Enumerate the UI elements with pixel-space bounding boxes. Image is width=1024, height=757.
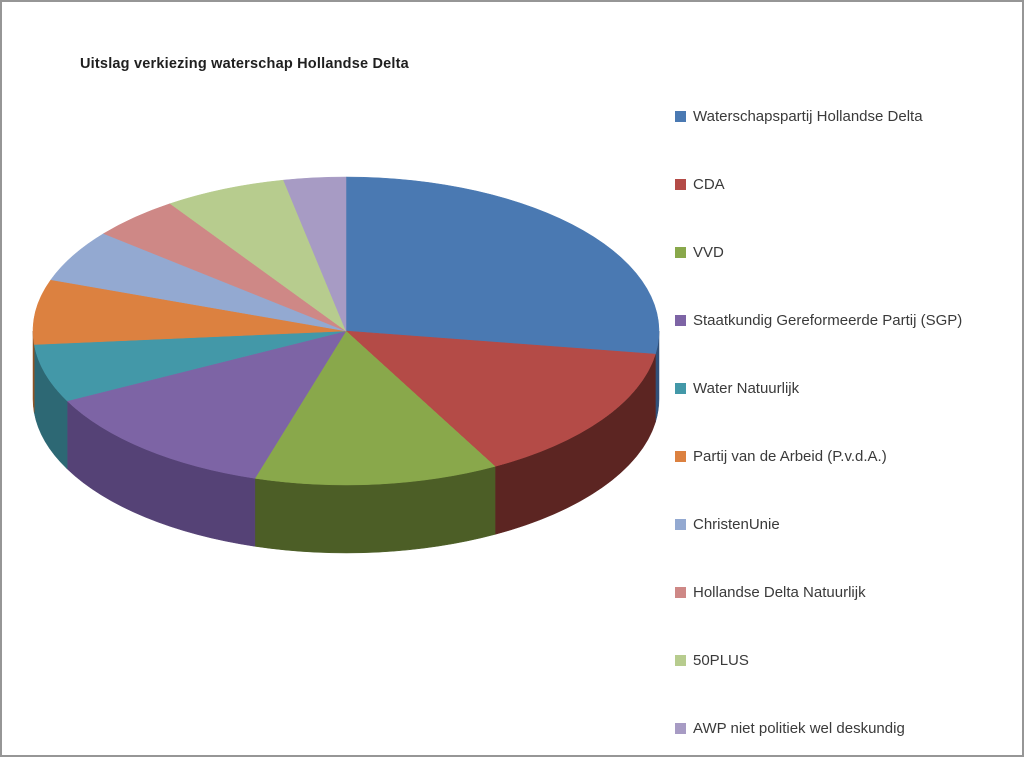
legend-item-awp-niet-politiek-wel-deskundig: AWP niet politiek wel deskundig: [675, 717, 962, 739]
chart-title: Uitslag verkiezing waterschap Hollandse …: [80, 56, 409, 72]
legend-label: VVD: [693, 243, 724, 261]
legend-item-50plus: 50PLUS: [675, 649, 962, 671]
legend-item-partij-van-de-arbeid-p-v-d-a: Partij van de Arbeid (P.v.d.A.): [675, 445, 962, 467]
legend-label: Water Natuurlijk: [693, 379, 800, 397]
legend-swatch: [675, 586, 686, 598]
legend-swatch: [675, 110, 686, 122]
pie-slice-50plus: [169, 179, 347, 332]
pie-slice-awp-niet-politiek-wel-deskundig: [283, 176, 347, 332]
legend-label: AWP niet politiek wel deskundig: [693, 719, 905, 737]
legend-item-cda: CDA: [675, 173, 962, 195]
legend-item-water-natuurlijk: Water Natuurlijk: [675, 377, 962, 399]
pie-slice-waterschapspartij-hollandse-delta: [345, 176, 660, 355]
legend-label: Waterschapspartij Hollandse Delta: [693, 107, 923, 125]
legend-swatch: [675, 314, 686, 326]
legend-item-waterschapspartij-hollandse-delta: Waterschapspartij Hollandse Delta: [675, 105, 962, 127]
legend-swatch: [675, 654, 686, 666]
legend-swatch: [675, 382, 686, 394]
legend-item-christenunie: ChristenUnie: [675, 513, 962, 535]
pie-slice-water-natuurlijk: [33, 330, 347, 402]
legend-swatch: [675, 246, 686, 258]
legend-item-hollandse-delta-natuurlijk: Hollandse Delta Natuurlijk: [675, 581, 962, 603]
legend-swatch: [675, 178, 686, 190]
legend-item-staatkundig-gereformeerde-partij-sgp: Staatkundig Gereformeerde Partij (SGP): [675, 309, 962, 331]
legend-label: 50PLUS: [693, 651, 749, 669]
pie-slice-partij-van-de-arbeid-p-v-d-a: [32, 279, 347, 345]
legend-swatch: [675, 722, 686, 734]
legend-label: ChristenUnie: [693, 515, 780, 533]
legend-label: Staatkundig Gereformeerde Partij (SGP): [693, 311, 963, 329]
pie-slice-staatkundig-gereformeerde-partij-sgp: [66, 330, 347, 479]
legend-item-vvd: VVD: [675, 241, 962, 263]
legend-label: CDA: [693, 175, 725, 193]
pie-slice-cda: [345, 330, 656, 467]
legend-label: Partij van de Arbeid (P.v.d.A.): [693, 447, 887, 465]
legend-swatch: [675, 450, 686, 462]
pie-slice-vvd: [254, 330, 496, 486]
legend: Waterschapspartij Hollandse Delta CDA VVD S…: [675, 105, 962, 739]
legend-swatch: [675, 518, 686, 530]
legend-label: Hollandse Delta Natuurlijk: [693, 583, 866, 601]
